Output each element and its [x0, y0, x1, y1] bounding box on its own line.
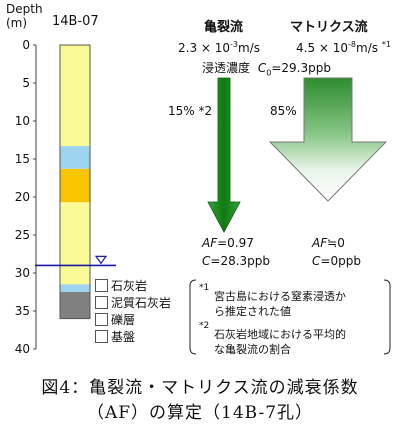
legend-swatch-muddy-limestone	[95, 296, 108, 309]
layer-muddy_limestone	[60, 168, 90, 203]
crack-flow-arrow	[207, 77, 241, 233]
legend-label-gravel: 礫層	[111, 313, 136, 327]
matrix-flow-arrow	[268, 77, 388, 202]
matrix-flow-fraction: 85%	[270, 104, 297, 118]
layer-limestone	[60, 45, 90, 147]
legend-label-limestone: 石灰岩	[111, 279, 148, 293]
right-bracket-icon	[383, 279, 391, 355]
footnote-text: な亀裂流の割合	[214, 343, 291, 356]
footnote-mark: *1	[199, 283, 210, 293]
depth-tick: 20	[14, 190, 30, 204]
borehole-name: 14B-07	[52, 14, 99, 29]
figure-caption-line2: （AF）の算定（14B-7孔）	[86, 403, 314, 423]
matrix-flow-c: C=0ppb	[312, 254, 361, 268]
legend-swatch-limestone	[95, 279, 108, 292]
footnote-mark: *2	[199, 321, 210, 331]
crack-flow-fraction: 15% *2	[168, 104, 213, 118]
legend-label-basement: 基盤	[111, 330, 136, 344]
depth-tick: 15	[14, 152, 30, 166]
layer-limestone	[60, 202, 90, 285]
crack-flow-title: 亀裂流	[204, 20, 244, 35]
legend-swatch-basement	[95, 330, 108, 343]
layer-gravel	[60, 146, 90, 169]
borehole-outline	[59, 44, 91, 320]
axis-unit: (m)	[6, 16, 28, 30]
footnote-text: ら推定された値	[214, 305, 291, 318]
matrix-flow-velocity: 4.5 × 10-8m/s *1	[296, 40, 391, 55]
depth-tick: 25	[14, 228, 30, 242]
depth-axis-ticklines	[33, 44, 36, 350]
footnote-text: 宮古島における窒素浸透か	[214, 290, 346, 303]
layer-gravel	[60, 284, 90, 292]
depth-tick: 10	[14, 114, 30, 128]
depth-tick: 40	[14, 342, 30, 356]
layer-basement	[60, 292, 90, 319]
infiltration-concentration: 浸透濃度 C0=29.3ppb	[202, 61, 331, 78]
depth-tick: 0	[22, 38, 30, 52]
water-level-triangle-icon	[94, 255, 108, 265]
legend-swatch-gravel	[95, 313, 108, 326]
matrix-flow-title: マトリクス流	[290, 20, 368, 35]
footnote-text: 石灰岩地域における平均的	[214, 328, 346, 341]
left-bracket-icon	[189, 279, 197, 355]
figure-caption-line1: 図4：亀裂流・マトリクス流の減衰係数	[41, 378, 359, 398]
crack-flow-velocity: 2.3 × 10-3m/s	[178, 40, 261, 55]
matrix-flow-af: AF≒0	[312, 236, 345, 250]
depth-tick: 30	[14, 266, 30, 280]
crack-flow-af: AF=0.97	[202, 236, 254, 250]
borehole-layers	[60, 45, 90, 319]
depth-tick: 35	[14, 304, 30, 318]
legend-label-muddy-limestone: 泥質石灰岩	[111, 296, 172, 310]
axis-title: Depth	[6, 2, 43, 16]
crack-flow-c: C=28.3ppb	[202, 254, 271, 268]
depth-tick: 5	[22, 76, 30, 90]
